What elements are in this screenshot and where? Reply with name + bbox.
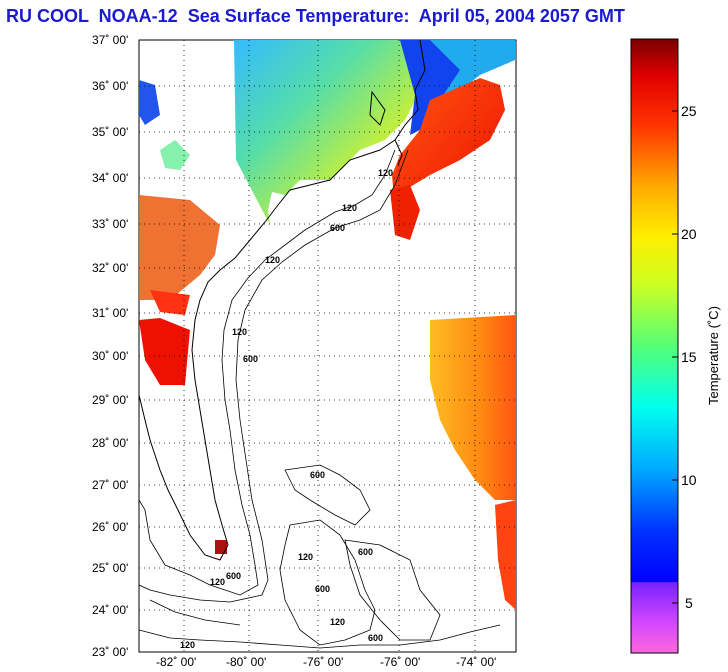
contour-label: 600 bbox=[243, 354, 258, 364]
contour-label: 120 bbox=[210, 577, 225, 587]
contour-label: 600 bbox=[315, 584, 330, 594]
lat-label: 34˚ 00' bbox=[92, 171, 128, 185]
sst-imagery bbox=[139, 40, 516, 610]
sst-patch-gulf-stream-south bbox=[390, 185, 420, 240]
lat-label: 23˚ 00' bbox=[92, 645, 128, 659]
lat-label: 31˚ 00' bbox=[92, 306, 128, 320]
lat-label: 30˚ 00' bbox=[92, 349, 128, 363]
coastline bbox=[139, 40, 426, 561]
lat-label: 36˚ 00' bbox=[92, 79, 128, 93]
contour-label: 600 bbox=[310, 470, 325, 480]
contour-label: 600 bbox=[330, 223, 345, 233]
lon-label: -76˚ 00' bbox=[380, 655, 420, 669]
graticule bbox=[139, 40, 516, 652]
sst-patch-northwest-2 bbox=[160, 140, 190, 170]
lat-label: 37˚ 00' bbox=[92, 33, 128, 47]
lon-label: -76˚ 00' bbox=[303, 655, 343, 669]
bathymetry-contours bbox=[139, 149, 501, 649]
colorbar-tick-label: 5 bbox=[685, 595, 693, 611]
lon-label: -80˚ 00' bbox=[226, 655, 266, 669]
sst-patch-west-small bbox=[150, 290, 190, 315]
contour-label: 600 bbox=[226, 571, 241, 581]
lon-label: -82˚ 00' bbox=[156, 655, 196, 669]
contour-label: 120 bbox=[342, 203, 357, 213]
sst-patch-north-shelf bbox=[234, 40, 420, 225]
lat-label: 29˚ 00' bbox=[92, 393, 128, 407]
contour-label: 120 bbox=[330, 617, 345, 627]
sst-patch-southeast bbox=[495, 500, 516, 610]
colorbar-title: Temperature (˚C) bbox=[706, 306, 721, 405]
sst-patch-keys bbox=[215, 540, 227, 554]
sst-patch-west-offshore bbox=[139, 195, 220, 300]
contour-label: 120 bbox=[378, 168, 393, 178]
latitude-labels: 37˚ 00' 36˚ 00' 35˚ 00' 34˚ 00' 33˚ 00' … bbox=[92, 33, 128, 659]
colorbar-ticks bbox=[672, 110, 678, 604]
sst-patch-slope-water bbox=[430, 40, 515, 100]
lat-label: 28˚ 00' bbox=[92, 436, 128, 450]
sst-patch-west-south bbox=[139, 318, 190, 385]
contour-label: 120 bbox=[232, 327, 247, 337]
colorbar-labels: 25 20 15 10 5 bbox=[681, 103, 697, 611]
lat-label: 24˚ 00' bbox=[92, 603, 128, 617]
lat-label: 35˚ 00' bbox=[92, 125, 128, 139]
lat-label: 32˚ 00' bbox=[92, 261, 128, 275]
lat-label: 33˚ 00' bbox=[92, 217, 128, 231]
sst-patch-gulf-stream bbox=[392, 78, 505, 210]
map-title: RU COOL NOAA-12 Sea Surface Temperature:… bbox=[6, 6, 625, 26]
colorbar bbox=[630, 38, 679, 654]
sst-patch-northwest bbox=[139, 80, 160, 125]
contour-label: 600 bbox=[368, 633, 383, 643]
colorbar-tick-label: 25 bbox=[681, 103, 697, 119]
lat-label: 25˚ 00' bbox=[92, 561, 128, 575]
colorbar-tick-label: 20 bbox=[681, 226, 697, 242]
contour-label: 600 bbox=[358, 547, 373, 557]
lat-label: 27˚ 00' bbox=[92, 478, 128, 492]
contour-label: 120 bbox=[298, 552, 313, 562]
lon-label: -74˚ 00' bbox=[456, 655, 496, 669]
contour-label: 120 bbox=[180, 640, 195, 650]
contour-label: 120 bbox=[265, 255, 280, 265]
lat-label: 26˚ 00' bbox=[92, 520, 128, 534]
sst-patch-east-offshore bbox=[430, 315, 516, 500]
contour-labels: 120 120 600 120 120 600 600 600 120 600 … bbox=[180, 168, 393, 650]
colorbar-tick-label: 10 bbox=[681, 472, 697, 488]
colorbar-tick-label: 15 bbox=[681, 349, 697, 365]
longitude-labels: -82˚ 00' -80˚ 00' -76˚ 00' -76˚ 00' -74˚… bbox=[156, 655, 496, 669]
